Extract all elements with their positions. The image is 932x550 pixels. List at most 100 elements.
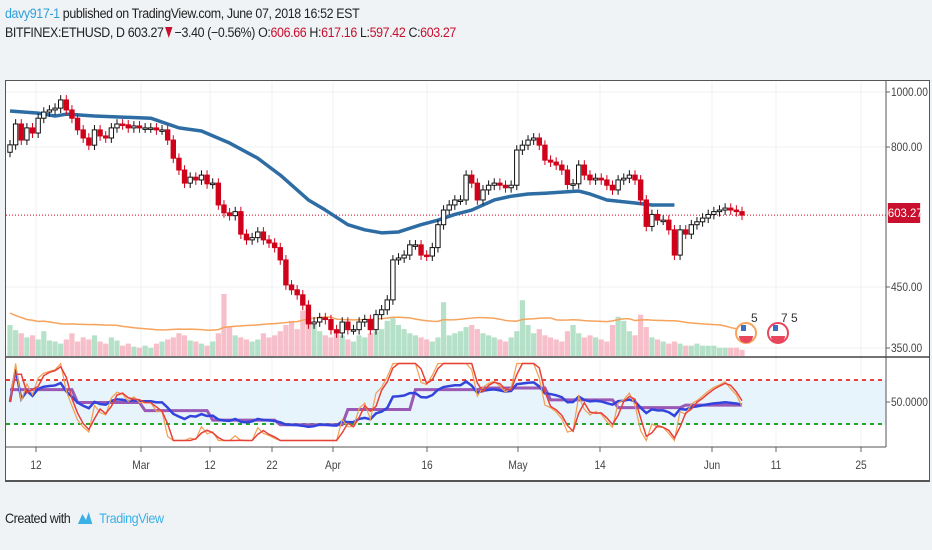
candle-body — [238, 211, 244, 235]
volume-bar — [621, 320, 627, 356]
price-label: 800.00 — [891, 140, 923, 154]
volume-bar — [519, 300, 525, 356]
author-link[interactable]: davy917-1 — [5, 6, 60, 21]
flag-canton — [741, 325, 746, 331]
volume-bar — [80, 337, 86, 356]
candle-body — [705, 213, 711, 219]
candle-body — [457, 199, 464, 202]
volume-bar — [69, 333, 75, 356]
candle-body — [181, 169, 188, 184]
volume-bar — [604, 341, 610, 356]
volume-bar — [322, 335, 328, 356]
volume-bar — [463, 327, 469, 356]
volume-bar — [508, 337, 514, 356]
candle-body — [322, 317, 329, 321]
candle-body — [491, 182, 497, 186]
volume-bar — [536, 329, 542, 356]
event-label: 5 — [751, 311, 758, 325]
candle-body — [243, 233, 250, 241]
candle-body — [164, 129, 171, 141]
candle-body — [114, 123, 120, 129]
candle-body — [401, 254, 407, 259]
candle-body — [621, 177, 627, 181]
volume-bar — [63, 339, 69, 356]
volume-bar — [255, 339, 261, 356]
candle-body — [508, 184, 514, 189]
candle-body — [497, 182, 503, 186]
candle-body — [536, 137, 542, 146]
volume-bar — [238, 337, 244, 356]
volume-bar — [328, 337, 334, 356]
volume-bar — [542, 335, 548, 356]
candle-body — [125, 124, 131, 129]
price-label: 1000.00 — [891, 85, 928, 99]
volume-bar — [193, 341, 199, 356]
volume-bar — [418, 337, 424, 356]
close-label: C: — [408, 25, 421, 40]
volume-bar — [232, 335, 238, 356]
time-label: Mar — [132, 458, 150, 472]
volume-bar — [407, 333, 413, 356]
volume-bar — [181, 335, 188, 356]
candle-body — [395, 257, 402, 261]
volume-bar — [711, 345, 717, 356]
volume-bar — [362, 337, 368, 356]
volume-bar — [148, 347, 154, 356]
candle-body — [311, 321, 317, 325]
price-chart[interactable] — [0, 0, 932, 490]
volume-bar — [198, 343, 205, 356]
rsi-slow-line — [8, 368, 743, 429]
candle-body — [46, 109, 53, 113]
volume-bar — [227, 327, 233, 356]
tradingview-logo-icon — [77, 512, 92, 524]
volume-bar — [260, 333, 266, 356]
time-label: 12 — [204, 458, 216, 472]
candle-body — [547, 159, 554, 163]
volume-bar — [469, 325, 475, 356]
candle-body — [170, 139, 176, 159]
candle-body — [514, 149, 520, 186]
candle-body — [103, 135, 109, 139]
time-label: 12 — [30, 458, 42, 472]
candle-body — [198, 174, 205, 181]
candle-body — [260, 231, 267, 241]
candle-body — [249, 237, 255, 241]
tradingview-link[interactable]: TradingView — [99, 510, 164, 526]
candle-body — [333, 329, 340, 334]
candle-body — [632, 174, 638, 181]
candle-body — [367, 319, 374, 331]
volume-bar — [677, 343, 683, 356]
low-value: 597.42 — [369, 25, 406, 40]
candle-body — [373, 314, 379, 331]
volume-bar — [97, 341, 103, 356]
candle-body — [328, 319, 334, 331]
volume-bar — [401, 329, 407, 356]
flag-canton — [773, 325, 778, 331]
volume-bar — [7, 325, 13, 356]
volume-bar — [300, 310, 306, 356]
volume-bar — [333, 331, 340, 356]
symbol-name[interactable]: BITFINEX:ETHUSD, D — [5, 25, 125, 40]
volume-bar — [705, 345, 711, 356]
volume-bar — [480, 333, 486, 356]
volume-bar — [688, 345, 694, 356]
candle-body — [581, 164, 588, 176]
volume-bar — [120, 345, 126, 356]
volume-bar — [457, 331, 464, 356]
flag-stripes — [771, 336, 785, 343]
rsi-label: 50.0000 — [891, 395, 928, 409]
volume-bar — [125, 343, 131, 356]
volume-bar — [311, 325, 317, 356]
volume-bar — [525, 325, 531, 356]
candle-body — [86, 137, 92, 146]
candle-body — [52, 107, 58, 111]
candle-body — [215, 182, 222, 206]
candle-body — [108, 127, 115, 139]
candle-body — [350, 329, 357, 332]
candle-body — [728, 207, 734, 211]
last-price: 603.27 — [127, 25, 164, 40]
volume-bar — [593, 337, 599, 356]
volume-bar — [350, 341, 357, 356]
volume-bar — [638, 314, 644, 356]
volume-bar — [390, 316, 396, 356]
